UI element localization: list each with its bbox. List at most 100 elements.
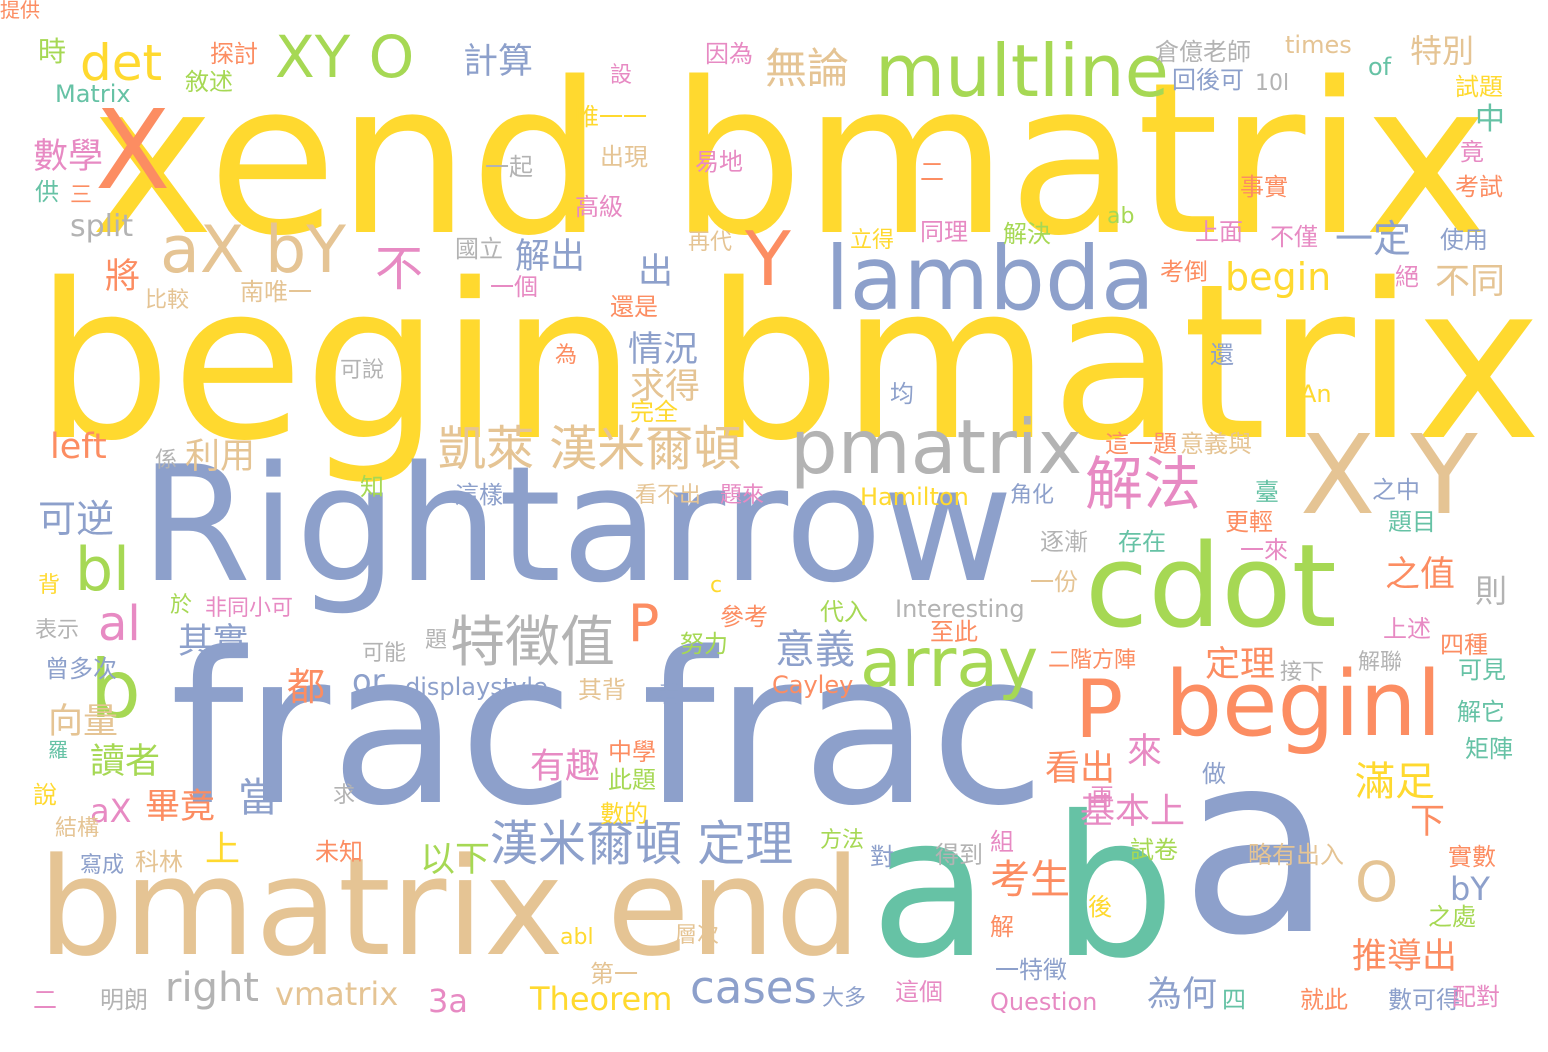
word: 立得 [850, 228, 895, 253]
word: 二 [33, 986, 57, 1014]
word: X [95, 86, 171, 214]
word: 都 [287, 665, 326, 709]
word: 推導出 [1352, 937, 1458, 977]
word: 上面 [1195, 218, 1243, 246]
word: 更輕 [1225, 508, 1273, 536]
word: 時 [38, 35, 67, 68]
word: 大多 [822, 986, 867, 1011]
word: 數的 [600, 800, 648, 828]
word: An [1300, 380, 1332, 408]
word: 不 [375, 241, 424, 297]
word: 羅 [48, 738, 68, 762]
word: 凱萊 漢米爾頓 [438, 421, 742, 477]
word: 易地 [695, 148, 743, 176]
word: 可見 [1458, 656, 1506, 684]
word: 提供 [0, 0, 40, 22]
word: Matrix [55, 80, 131, 108]
word: 倉億老師 [1155, 38, 1251, 66]
word: 此題 [608, 766, 656, 794]
word: 來 [1127, 732, 1163, 772]
word: ab [1107, 204, 1135, 229]
word: 當 [238, 775, 278, 821]
word: Question [990, 988, 1098, 1016]
word: 解 [990, 913, 1014, 941]
word: Cayley [772, 671, 854, 699]
word: 情況 [628, 330, 699, 370]
word: O [1355, 850, 1399, 914]
word: det [80, 34, 163, 92]
word: aX [90, 792, 132, 830]
word: 特別 [1410, 32, 1475, 70]
word: 中 [1475, 102, 1505, 137]
word: 就此 [1300, 986, 1348, 1014]
word: 有趣 [530, 747, 601, 787]
word: 設 [610, 63, 633, 88]
word: 求得 [630, 367, 701, 407]
word: 對 [870, 843, 894, 871]
word: 數可得 [1388, 986, 1460, 1014]
word: 完全 [630, 398, 678, 426]
word: 回後可 [1172, 66, 1244, 94]
word: 讀者 [90, 742, 161, 782]
word: 事實 [1240, 173, 1288, 201]
word: 題來 [720, 483, 765, 508]
word: 不僅 [1270, 223, 1318, 251]
word: beginl [1165, 652, 1442, 757]
word: 使用 [1440, 226, 1488, 254]
word: multline [875, 29, 1169, 113]
word: 一個 [490, 273, 538, 301]
word: b [90, 643, 141, 736]
word: 解法 [1085, 450, 1202, 518]
word: 四種 [1440, 631, 1488, 659]
word: 絕 [1395, 263, 1419, 291]
word: or [352, 662, 385, 700]
word: 試卷 [1130, 836, 1178, 864]
word: 供 [35, 178, 59, 206]
word: 漢米爾頓 定理 [490, 816, 794, 872]
word: 未知 [315, 838, 363, 866]
word: 向量 [48, 702, 119, 742]
word: bY [1450, 870, 1490, 908]
word: xend bmatrix [90, 37, 1489, 282]
word: 3a [428, 982, 468, 1020]
word: 其背 [578, 676, 626, 704]
word: 考生 [990, 857, 1070, 903]
word: 畢竟 [145, 787, 216, 827]
word: 下 [1410, 802, 1446, 842]
word: begin bmatrix [35, 237, 1542, 488]
word: XY O [275, 23, 415, 91]
word: of [1368, 53, 1392, 81]
word: times [1285, 31, 1352, 59]
word: 中學 [608, 738, 656, 766]
word: 解出 [515, 237, 586, 277]
word: 做 [1202, 760, 1226, 788]
word: vmatrix [275, 975, 399, 1013]
word: cdot [1085, 520, 1337, 654]
word: 解決 [1003, 220, 1051, 248]
word: 唯一一 [575, 103, 647, 131]
word: 出現 [600, 143, 648, 171]
word: 無論 [765, 44, 850, 93]
word: 其實 [178, 622, 249, 662]
word: 這個 [895, 978, 943, 1006]
word: 求 [333, 783, 356, 808]
word: 之處 [1428, 903, 1476, 931]
word: 看 [658, 683, 681, 708]
word: begin [1225, 255, 1332, 299]
word: lambda [825, 227, 1155, 330]
word: 之中 [1372, 476, 1420, 504]
word: 為何 [1147, 975, 1218, 1015]
word: 接下 [1280, 660, 1325, 685]
word: 一定 [1335, 217, 1412, 261]
word: 國立 [455, 235, 503, 263]
word: 不同 [1435, 262, 1506, 302]
word: right [165, 965, 259, 1011]
word: array [860, 624, 1039, 703]
word: 之值 [1385, 555, 1456, 595]
word: 後 [1088, 893, 1112, 921]
word: Theorem [530, 980, 673, 1018]
word: pmatrix [790, 403, 1083, 491]
word: Rightarrow [140, 431, 1014, 618]
word: split [70, 209, 134, 244]
